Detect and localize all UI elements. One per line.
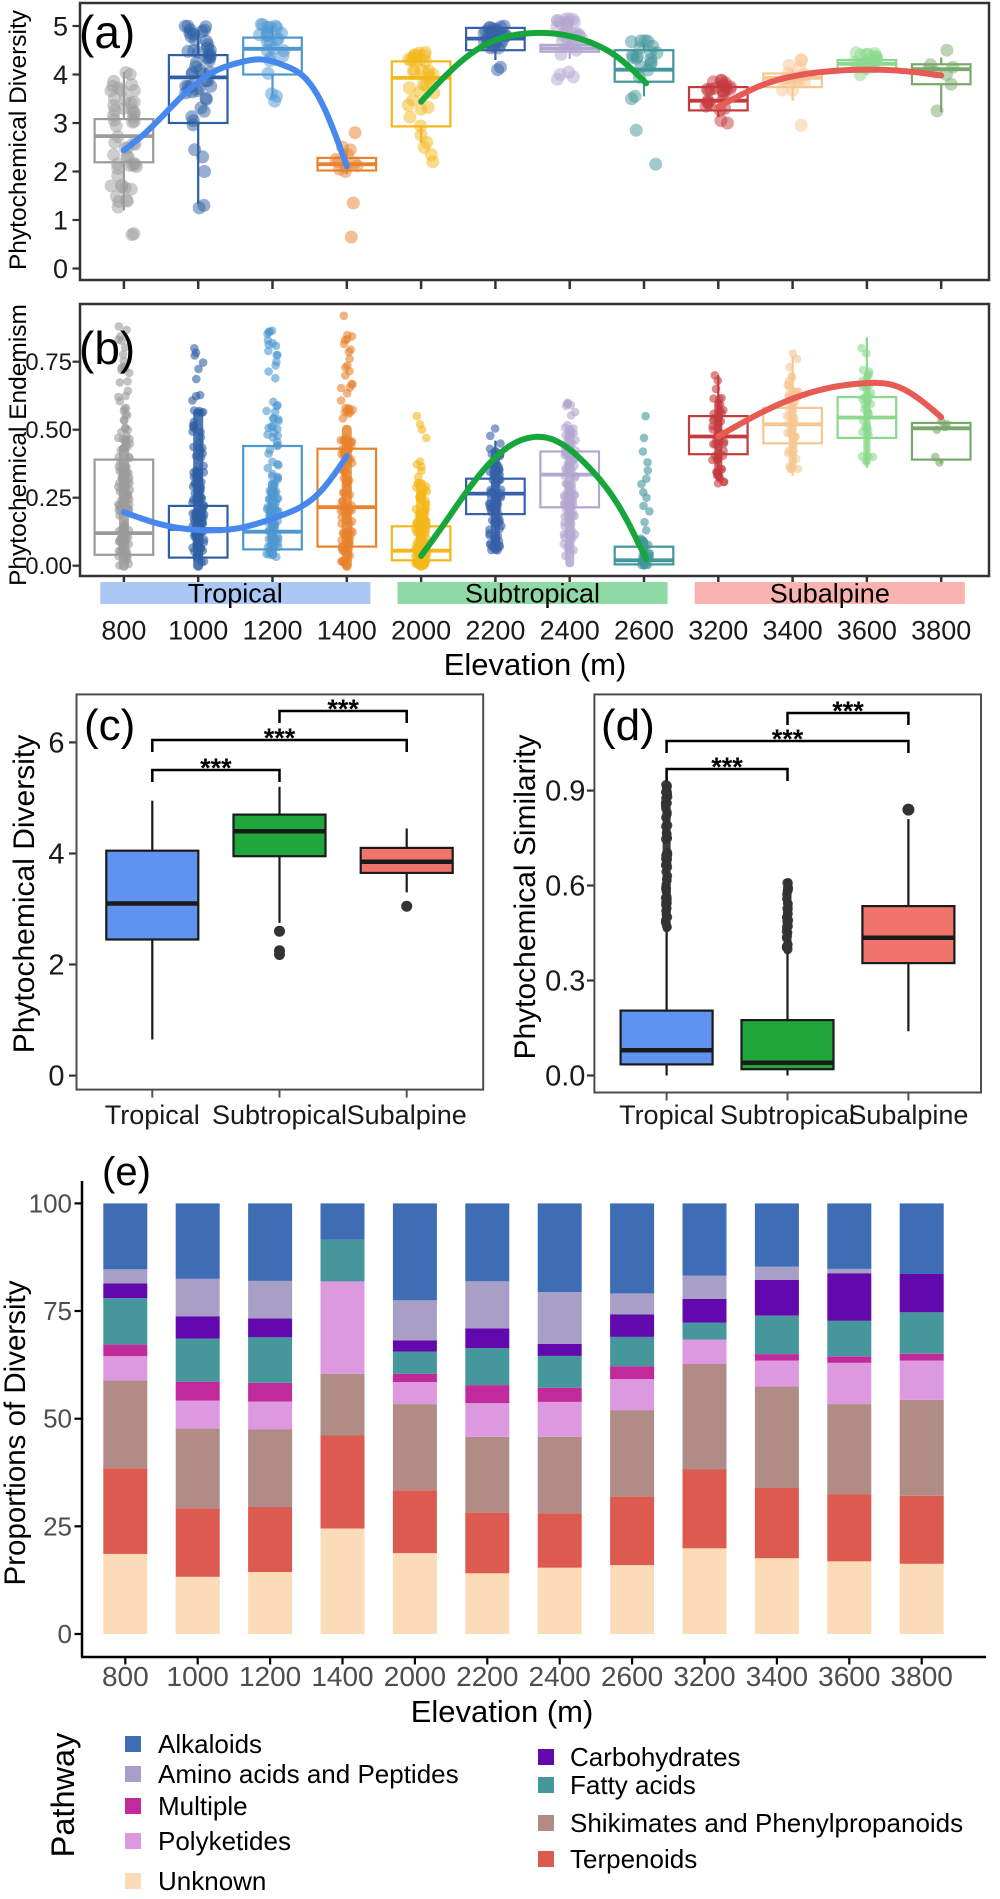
- svg-text:0.6: 0.6: [545, 871, 585, 903]
- svg-text:Subtropical: Subtropical: [212, 1100, 347, 1130]
- svg-text:***: ***: [772, 724, 804, 754]
- svg-text:(b): (b): [79, 322, 135, 374]
- svg-text:100: 100: [29, 1188, 72, 1218]
- svg-text:0.9: 0.9: [545, 776, 585, 808]
- svg-text:3200: 3200: [673, 1661, 735, 1692]
- svg-text:Phytochemical Similarity: Phytochemical Similarity: [509, 734, 542, 1059]
- svg-text:0.3: 0.3: [545, 966, 585, 998]
- svg-text:0.50: 0.50: [25, 417, 72, 444]
- svg-text:Phytochemical Diversity: Phytochemical Diversity: [8, 735, 41, 1053]
- svg-text:(d): (d): [601, 701, 655, 750]
- svg-text:Subalpine: Subalpine: [770, 579, 890, 609]
- svg-text:0: 0: [53, 254, 68, 284]
- svg-text:Phytochemical Diversity: Phytochemical Diversity: [5, 9, 32, 270]
- svg-text:800: 800: [102, 1661, 149, 1692]
- svg-text:800: 800: [101, 616, 146, 646]
- svg-text:0.00: 0.00: [25, 553, 72, 580]
- svg-text:***: ***: [327, 694, 359, 724]
- svg-text:***: ***: [711, 752, 743, 782]
- svg-text:Tropical: Tropical: [105, 1100, 200, 1130]
- svg-text:Terpenoids: Terpenoids: [570, 1844, 697, 1874]
- svg-text:75: 75: [43, 1296, 72, 1326]
- svg-text:1000: 1000: [168, 616, 228, 646]
- svg-text:Alkaloids: Alkaloids: [158, 1729, 262, 1759]
- svg-text:***: ***: [200, 753, 232, 783]
- svg-text:Phytochemical Endemism: Phytochemical Endemism: [5, 304, 32, 586]
- svg-text:1400: 1400: [311, 1661, 373, 1692]
- svg-text:Amino acids and Peptides: Amino acids and Peptides: [158, 1759, 459, 1789]
- svg-text:2: 2: [48, 950, 64, 982]
- svg-text:2000: 2000: [391, 616, 451, 646]
- svg-text:Subtropical: Subtropical: [720, 1100, 855, 1130]
- svg-text:(c): (c): [84, 701, 135, 750]
- svg-text:(e): (e): [102, 1150, 151, 1194]
- svg-text:3400: 3400: [746, 1661, 808, 1692]
- svg-text:Fatty acids: Fatty acids: [570, 1770, 696, 1800]
- svg-text:Carbohydrates: Carbohydrates: [570, 1742, 741, 1772]
- svg-text:2200: 2200: [456, 1661, 518, 1692]
- svg-text:Elevation (m): Elevation (m): [444, 647, 627, 682]
- svg-text:5: 5: [53, 12, 68, 42]
- svg-text:2200: 2200: [465, 616, 525, 646]
- svg-text:1200: 1200: [239, 1661, 301, 1692]
- svg-text:0: 0: [48, 1061, 64, 1093]
- svg-text:Tropical: Tropical: [188, 579, 283, 609]
- svg-text:Elevation (m): Elevation (m): [411, 1694, 594, 1729]
- svg-text:1200: 1200: [242, 616, 302, 646]
- svg-text:4: 4: [48, 839, 64, 871]
- svg-text:1: 1: [53, 206, 68, 236]
- svg-text:***: ***: [832, 696, 864, 726]
- svg-text:50: 50: [43, 1404, 72, 1434]
- svg-text:Subalpine: Subalpine: [848, 1100, 968, 1130]
- svg-text:25: 25: [43, 1511, 72, 1541]
- svg-text:1400: 1400: [317, 616, 377, 646]
- svg-text:2: 2: [53, 157, 68, 187]
- svg-text:Shikimates and Phenylpropanoid: Shikimates and Phenylpropanoids: [570, 1808, 963, 1838]
- svg-text:3400: 3400: [763, 616, 823, 646]
- svg-text:0.75: 0.75: [25, 349, 72, 376]
- svg-text:1000: 1000: [167, 1661, 229, 1692]
- svg-text:2400: 2400: [540, 616, 600, 646]
- svg-text:3800: 3800: [911, 616, 971, 646]
- svg-text:Polyketides: Polyketides: [158, 1826, 291, 1856]
- svg-text:2600: 2600: [614, 616, 674, 646]
- svg-text:Unknown: Unknown: [158, 1866, 266, 1896]
- svg-text:6: 6: [48, 727, 64, 759]
- svg-text:Tropical: Tropical: [619, 1100, 714, 1130]
- svg-text:Multiple: Multiple: [158, 1791, 248, 1821]
- svg-text:2000: 2000: [384, 1661, 446, 1692]
- svg-text:3600: 3600: [837, 616, 897, 646]
- svg-text:Subalpine: Subalpine: [347, 1100, 467, 1130]
- svg-text:0.25: 0.25: [25, 485, 72, 512]
- svg-text:2400: 2400: [529, 1661, 591, 1692]
- svg-text:3800: 3800: [891, 1661, 953, 1692]
- svg-text:4: 4: [53, 60, 68, 90]
- svg-text:Subtropical: Subtropical: [465, 579, 600, 609]
- svg-text:2600: 2600: [601, 1661, 663, 1692]
- svg-text:Proportions of Diversity: Proportions of Diversity: [0, 1280, 32, 1585]
- svg-text:3600: 3600: [818, 1661, 880, 1692]
- svg-text:Pathway: Pathway: [45, 1732, 81, 1857]
- svg-text:3: 3: [53, 109, 68, 139]
- svg-text:0: 0: [58, 1619, 72, 1649]
- svg-text:3200: 3200: [688, 616, 748, 646]
- svg-text:0.0: 0.0: [545, 1061, 585, 1093]
- svg-text:***: ***: [264, 723, 296, 753]
- svg-text:(a): (a): [79, 6, 135, 58]
